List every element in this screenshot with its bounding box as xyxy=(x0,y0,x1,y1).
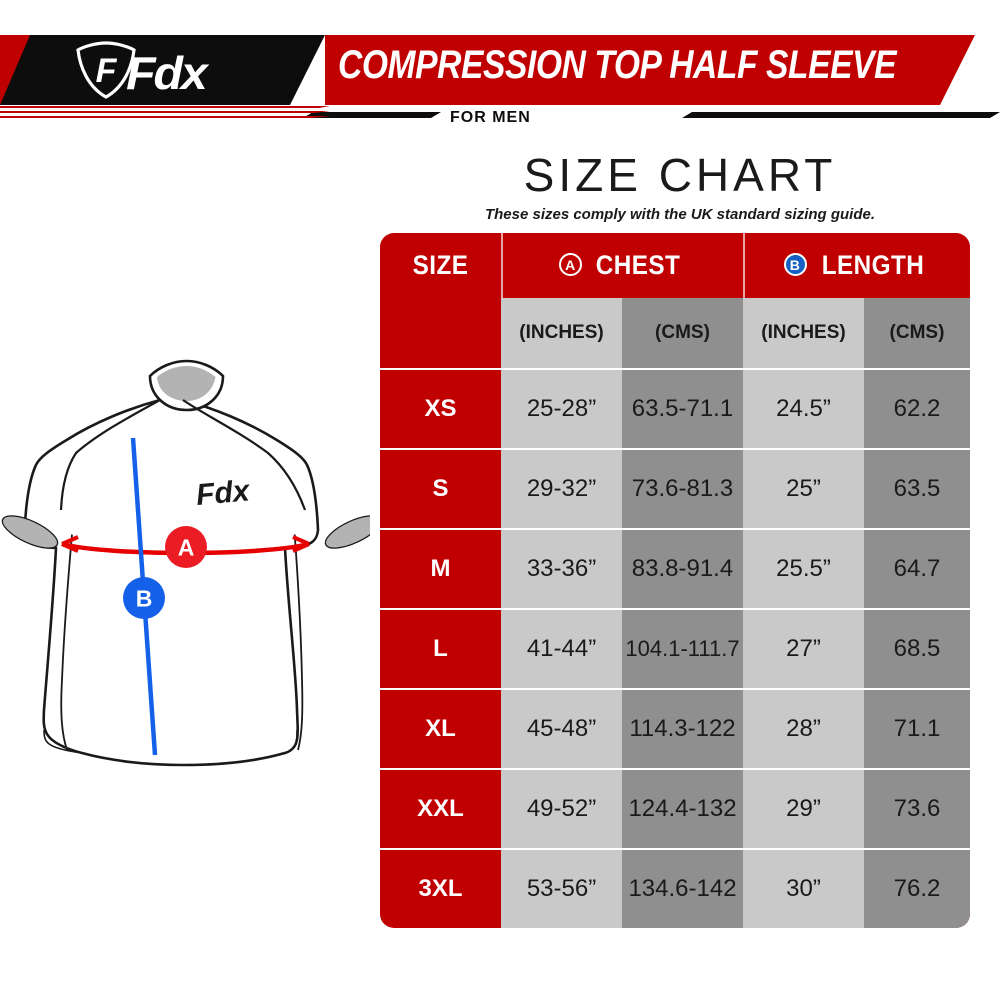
svg-text:B: B xyxy=(136,586,153,612)
svg-text:F: F xyxy=(96,52,118,90)
svg-text:Fdx: Fdx xyxy=(195,474,252,512)
svg-text:A: A xyxy=(178,535,195,561)
